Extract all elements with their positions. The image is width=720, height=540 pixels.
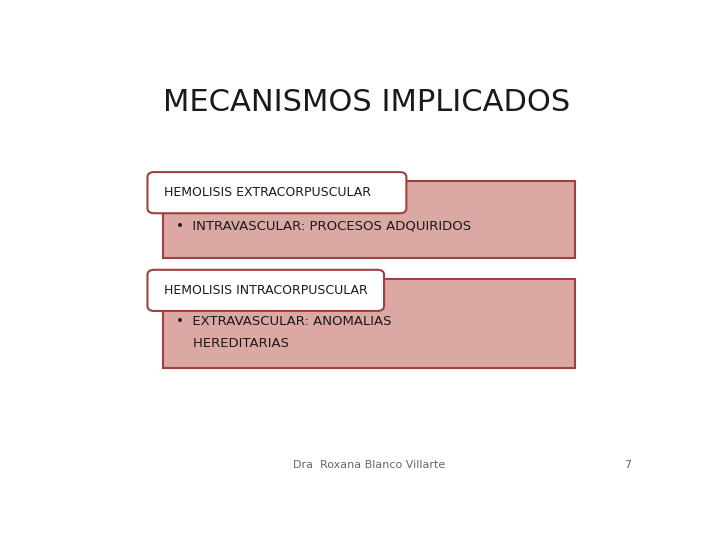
FancyBboxPatch shape bbox=[148, 172, 406, 213]
Text: HEMOLISIS INTRACORPUSCULAR: HEMOLISIS INTRACORPUSCULAR bbox=[164, 284, 368, 297]
Text: MECANISMOS IMPLICADOS: MECANISMOS IMPLICADOS bbox=[163, 87, 570, 117]
FancyBboxPatch shape bbox=[148, 270, 384, 311]
Bar bbox=[163, 181, 575, 258]
Text: 7: 7 bbox=[624, 460, 631, 470]
Text: •  INTRAVASCULAR: PROCESOS ADQUIRIDOS: • INTRAVASCULAR: PROCESOS ADQUIRIDOS bbox=[176, 219, 472, 232]
Bar bbox=[163, 279, 575, 368]
Text: •  EXTRAVASCULAR: ANOMALIAS: • EXTRAVASCULAR: ANOMALIAS bbox=[176, 315, 392, 328]
Text: Dra  Roxana Blanco Villarte: Dra Roxana Blanco Villarte bbox=[293, 460, 445, 470]
Text: HEMOLISIS EXTRACORPUSCULAR: HEMOLISIS EXTRACORPUSCULAR bbox=[164, 186, 372, 199]
Text: HEREDITARIAS: HEREDITARIAS bbox=[176, 337, 289, 350]
